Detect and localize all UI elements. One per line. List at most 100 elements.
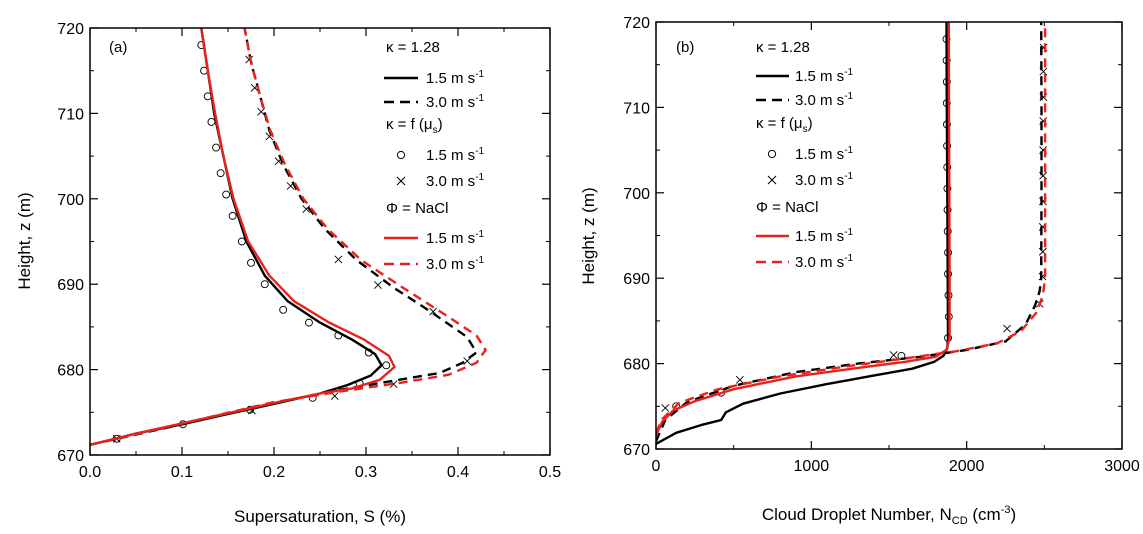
panel-b-series-3-circle-marker bbox=[942, 120, 951, 129]
y-tick-label: 670 bbox=[623, 442, 650, 459]
panel-a-series-4-cross-marker bbox=[302, 205, 311, 213]
legend-a-item-5: 1.5 m s-1 bbox=[426, 229, 485, 247]
panel-a-plot-area bbox=[90, 28, 487, 446]
panel-a-series-4-cross-marker bbox=[250, 83, 259, 92]
panel-a-series-4-cross-marker bbox=[257, 107, 266, 116]
x-tick-label: 0.4 bbox=[447, 464, 469, 481]
panel-a-series-3-circle-marker bbox=[228, 211, 237, 220]
legend-b-item-1: 1.5 m s-1 bbox=[795, 67, 854, 85]
y-tick-label: 710 bbox=[57, 106, 84, 123]
panel-b-series-4-cross-marker bbox=[889, 351, 898, 359]
legend-a-marker-cross bbox=[396, 176, 406, 186]
panel-a-label: (a) bbox=[109, 39, 127, 56]
y-tick-label: 700 bbox=[623, 186, 650, 203]
y-tick-label: 680 bbox=[623, 357, 650, 374]
legend-b-item-6: 3.0 m s-1 bbox=[795, 253, 854, 271]
panel-b-series-3-circle-marker bbox=[942, 56, 951, 65]
panel-a-series-3-circle-marker bbox=[237, 237, 246, 246]
panel-b-series-4-cross-marker bbox=[661, 404, 670, 412]
panel-b-series-3-circle-marker bbox=[942, 77, 951, 86]
panel-a-series-3-circle-marker bbox=[212, 143, 220, 152]
panel-a-legend: κ = 1.28 1.5 m s-1 3.0 m s-1 κ = f (μs) … bbox=[384, 39, 485, 273]
panel-a-series-3-circle-marker bbox=[207, 117, 216, 126]
panel-a-series-6-line bbox=[90, 28, 487, 446]
panel-b-legend: κ = 1.28 1.5 m s-1 3.0 m s-1 κ = f (μs) … bbox=[756, 39, 854, 271]
panel-a-series-1-line bbox=[90, 28, 383, 446]
panel-b-series-3-circle-marker bbox=[943, 205, 952, 214]
legend-b-item-3: 1.5 m s-1 bbox=[795, 145, 854, 163]
panel-a-series-4-cross-marker bbox=[334, 255, 343, 264]
legend-b-header-kappa: κ = 1.28 bbox=[756, 39, 810, 56]
panel-b-series-4-cross-marker bbox=[735, 375, 744, 384]
panel-a-series-3-circle-marker bbox=[247, 258, 255, 267]
panel-b-series-2-line bbox=[656, 22, 1043, 442]
legend-b-header-nacl: Φ = NaCl bbox=[756, 199, 818, 216]
panel-b-x-axis-label: Cloud Droplet Number, NCD (cm-3) bbox=[762, 504, 1016, 527]
panel-a-series-4-cross-marker bbox=[389, 380, 398, 389]
panel-b-series-3-circle-marker bbox=[943, 227, 952, 236]
panel-a-x-axis-label: Supersaturation, S (%) bbox=[234, 507, 406, 526]
panel-a-series-4-cross-marker bbox=[429, 307, 438, 316]
x-tick-label: 0.3 bbox=[355, 464, 377, 481]
panel-b-y-axis-label: Height, z (m) bbox=[579, 187, 598, 284]
legend-a-item-1: 1.5 m s-1 bbox=[426, 69, 485, 87]
panel-a-series-4-cross-marker bbox=[286, 182, 295, 190]
panel-b-frame bbox=[655, 21, 1123, 450]
panel-a-series-3-circle-marker bbox=[260, 280, 269, 289]
panel-b-series-3-circle-marker bbox=[943, 184, 952, 193]
x-tick-label: 0.2 bbox=[263, 464, 285, 481]
legend-b-marker-circle bbox=[767, 149, 777, 159]
y-tick-label: 680 bbox=[57, 363, 84, 380]
legend-a-marker-circle bbox=[396, 150, 406, 160]
y-tick-label: 720 bbox=[57, 21, 84, 38]
panel-b-series-3-circle-marker bbox=[897, 351, 906, 360]
legend-a-item-4: 3.0 m s-1 bbox=[426, 172, 485, 190]
panel-a-series-3-circle-marker bbox=[382, 361, 391, 370]
panel-a-data-marks bbox=[90, 28, 487, 446]
x-tick-label: 3000 bbox=[1104, 458, 1140, 475]
panel-a-series-3-circle-marker bbox=[216, 169, 225, 178]
panel-b-ticks: 0 1000 2000 3000 670 680 690 700 710 720 bbox=[623, 15, 1140, 475]
panel-b: 0 1000 2000 3000 670 680 690 700 710 720 (b) Heig… bbox=[579, 15, 1140, 527]
legend-a-header-kappa: κ = 1.28 bbox=[386, 39, 440, 56]
panel-b-label: (b) bbox=[676, 39, 694, 56]
legend-a-item-2: 3.0 m s-1 bbox=[426, 93, 485, 111]
y-tick-label: 710 bbox=[623, 100, 650, 117]
panel-a-y-axis-label: Height, z (m) bbox=[15, 192, 34, 289]
panel-a-series-4-cross-marker bbox=[463, 357, 472, 365]
legend-b-item-4: 3.0 m s-1 bbox=[795, 171, 854, 189]
panel-b-series-4-cross-marker bbox=[1003, 324, 1011, 333]
y-tick-label: 690 bbox=[57, 277, 84, 294]
panel-b-series-4-cross-marker bbox=[1039, 171, 1048, 180]
panel-a-frame bbox=[89, 27, 551, 456]
panel-a-series-3-circle-marker bbox=[203, 92, 212, 101]
panel-b-series-3-circle-marker bbox=[944, 269, 952, 278]
legend-b-marker-cross bbox=[767, 175, 777, 185]
legend-b-header-kappa-f: κ = f (μs) bbox=[756, 115, 813, 135]
panel-a-series-3-circle-marker bbox=[305, 318, 313, 327]
panel-a-series-4-cross-marker bbox=[274, 157, 283, 166]
x-tick-label: 1000 bbox=[794, 458, 830, 475]
x-tick-label: 2000 bbox=[949, 458, 985, 475]
panel-a-ticks: 0.0 0.1 0.2 0.3 0.4 0.5 670 680 690 700 710 720 bbox=[57, 21, 561, 481]
legend-a-header-kappa-f: κ = f (μs) bbox=[386, 116, 443, 136]
panel-a-series-4-cross-marker bbox=[374, 281, 382, 289]
x-tick-label: 0.1 bbox=[171, 464, 193, 481]
panel-b-series-1-line bbox=[656, 22, 950, 445]
panel-a: 0.0 0.1 0.2 0.3 0.4 0.5 670 680 690 700 710 720 (a)… bbox=[15, 21, 561, 526]
legend-b-item-5: 1.5 m s-1 bbox=[795, 227, 854, 245]
panel-b-series-3-circle-marker bbox=[942, 99, 951, 108]
panel-a-series-3-circle-marker bbox=[279, 305, 288, 314]
panel-b-series-5-line bbox=[656, 22, 951, 436]
panel-b-series-3-circle-marker bbox=[944, 248, 952, 257]
legend-b-item-2: 3.0 m s-1 bbox=[795, 91, 854, 109]
legend-a-header-nacl: Φ = NaCl bbox=[386, 200, 448, 217]
panel-a-series-2-line bbox=[90, 28, 478, 446]
y-tick-label: 670 bbox=[57, 448, 84, 465]
x-tick-label: 0 bbox=[652, 458, 661, 475]
panel-b-data-marks bbox=[656, 22, 1048, 445]
panel-b-series-3-circle-marker bbox=[943, 163, 952, 172]
legend-a-item-6: 3.0 m s-1 bbox=[426, 255, 485, 273]
